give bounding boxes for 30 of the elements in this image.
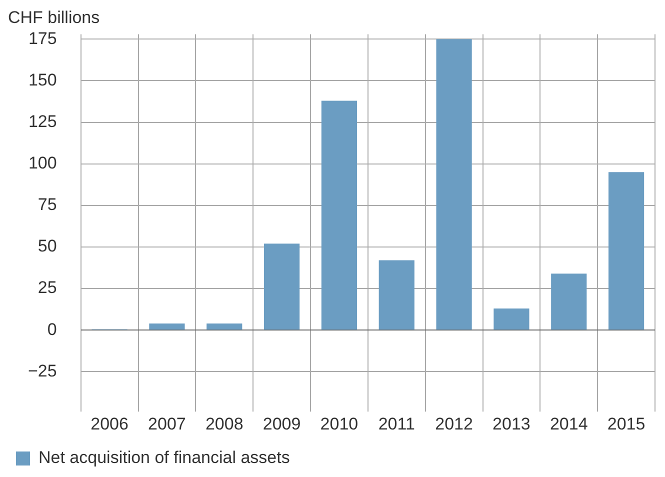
legend-label: Net acquisition of financial assets <box>38 448 290 468</box>
y-tick-label: 100 <box>28 154 57 173</box>
y-tick-label: 75 <box>38 195 57 214</box>
x-tick-label: 2011 <box>378 414 415 434</box>
y-tick-label: 150 <box>28 70 57 90</box>
x-tick-label: 2008 <box>205 414 244 434</box>
x-tick-label: 2014 <box>550 414 588 434</box>
x-tick-label: 2012 <box>435 414 473 434</box>
bar <box>436 39 472 330</box>
y-tick-label: 175 <box>28 28 57 48</box>
bar <box>608 172 644 330</box>
y-tick-label: −25 <box>28 361 57 380</box>
bar <box>494 308 530 330</box>
y-tick-label: 50 <box>38 236 57 256</box>
y-tick-label: 25 <box>38 278 57 298</box>
x-tick-label: 2013 <box>492 414 530 434</box>
x-tick-label: 2015 <box>607 414 646 434</box>
y-tick-label: 0 <box>47 320 57 339</box>
bar <box>378 260 414 330</box>
bar <box>149 323 185 330</box>
bar <box>551 274 587 330</box>
y-tick-label: 125 <box>28 112 57 131</box>
x-tick-label: 2006 <box>90 414 128 434</box>
bar <box>206 323 242 330</box>
x-tick-label: 2009 <box>262 414 301 434</box>
x-tick-label: 2010 <box>320 414 358 434</box>
bar <box>321 100 358 330</box>
bar <box>264 244 300 330</box>
x-tick-label: 2007 <box>148 414 186 434</box>
y-axis-title: CHF billions <box>8 8 100 28</box>
